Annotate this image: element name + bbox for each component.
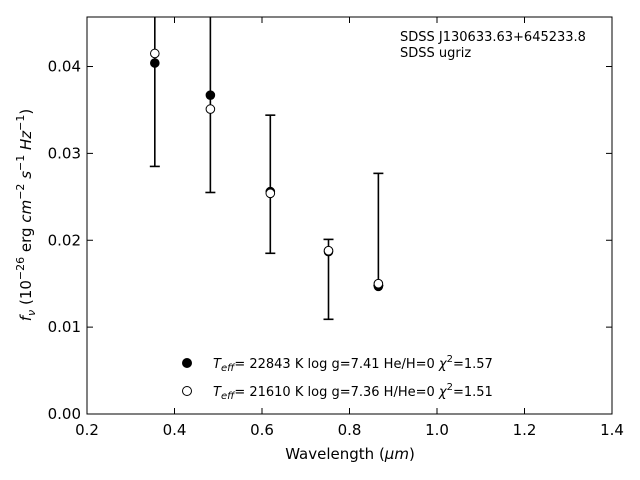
legend: Teff= 22843 K log g=7.41 He/H=0 χ2=1.57 … bbox=[182, 354, 493, 402]
annotation-object-name: SDSS J130633.63+645233.8 bbox=[400, 30, 586, 45]
y-tick-label: 0.04 bbox=[48, 58, 81, 76]
data-point-filled bbox=[205, 90, 216, 100]
x-tick-label: 0.4 bbox=[163, 421, 187, 439]
y-tick-label: 0.01 bbox=[48, 318, 81, 336]
legend-entry-filled: Teff= 22843 K log g=7.41 He/H=0 χ2=1.57 bbox=[213, 354, 493, 374]
legend-marker-filled bbox=[182, 358, 192, 368]
annotation-survey: SDSS ugriz bbox=[400, 46, 471, 61]
plot-frame bbox=[86, 16, 613, 415]
x-tick-label: 0.8 bbox=[338, 421, 362, 439]
y-tick-label: 0.03 bbox=[48, 144, 81, 162]
y-tick-label: 0.02 bbox=[48, 231, 81, 249]
data-point-open bbox=[323, 245, 334, 256]
x-tick-label: 1.4 bbox=[600, 421, 624, 439]
data-point-open bbox=[150, 48, 160, 59]
data-point-open bbox=[265, 188, 276, 199]
data-point-open bbox=[205, 104, 216, 114]
y-tick-label: 0.00 bbox=[48, 405, 81, 423]
x-tick-label: 1.0 bbox=[425, 421, 449, 439]
x-tick-label: 1.2 bbox=[513, 421, 537, 439]
x-axis-label: Wavelength (μm) bbox=[285, 445, 415, 463]
data-point-open bbox=[373, 278, 384, 289]
data-point-filled bbox=[150, 58, 160, 68]
legend-entry-open: Teff= 21610 K log g=7.36 H/He=0 χ2=1.51 bbox=[213, 382, 493, 402]
x-tick-label: 0.2 bbox=[75, 421, 99, 439]
y-axis-label: fν (10−26 erg cm−2 s−1 Hz−1) bbox=[14, 109, 38, 321]
x-tick-label: 0.6 bbox=[250, 421, 274, 439]
legend-marker-open bbox=[182, 386, 192, 396]
